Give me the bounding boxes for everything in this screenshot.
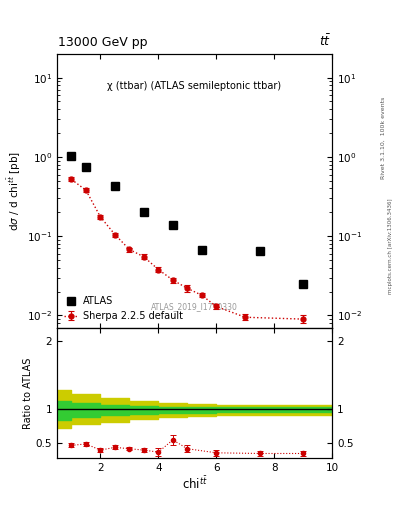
Text: χ (ttbar) (ATLAS semileptonic ttbar): χ (ttbar) (ATLAS semileptonic ttbar) [107, 81, 282, 91]
Text: ATLAS_2019_I1750330: ATLAS_2019_I1750330 [151, 302, 238, 311]
ATLAS [257, 248, 262, 254]
ATLAS [69, 153, 74, 159]
ATLAS [171, 222, 175, 228]
ATLAS [141, 209, 146, 216]
X-axis label: chi$^{t\bar{t}}$: chi$^{t\bar{t}}$ [182, 476, 208, 493]
ATLAS [199, 247, 204, 253]
ATLAS [84, 164, 88, 170]
Y-axis label: Ratio to ATLAS: Ratio to ATLAS [23, 357, 33, 429]
ATLAS [301, 281, 305, 287]
Y-axis label: d$\sigma$ / d chi$^{t\bar{t}}$ [pb]: d$\sigma$ / d chi$^{t\bar{t}}$ [pb] [5, 151, 22, 231]
ATLAS [112, 183, 117, 189]
Text: 13000 GeV pp: 13000 GeV pp [58, 36, 148, 49]
Text: $t\bar{t}$: $t\bar{t}$ [319, 33, 331, 49]
Line: ATLAS: ATLAS [68, 153, 307, 288]
Legend: ATLAS, Sherpa 2.2.5 default: ATLAS, Sherpa 2.2.5 default [62, 294, 185, 323]
Text: mcplots.cern.ch [arXiv:1306.3436]: mcplots.cern.ch [arXiv:1306.3436] [388, 198, 393, 293]
Text: Rivet 3.1.10,  100k events: Rivet 3.1.10, 100k events [381, 97, 386, 179]
